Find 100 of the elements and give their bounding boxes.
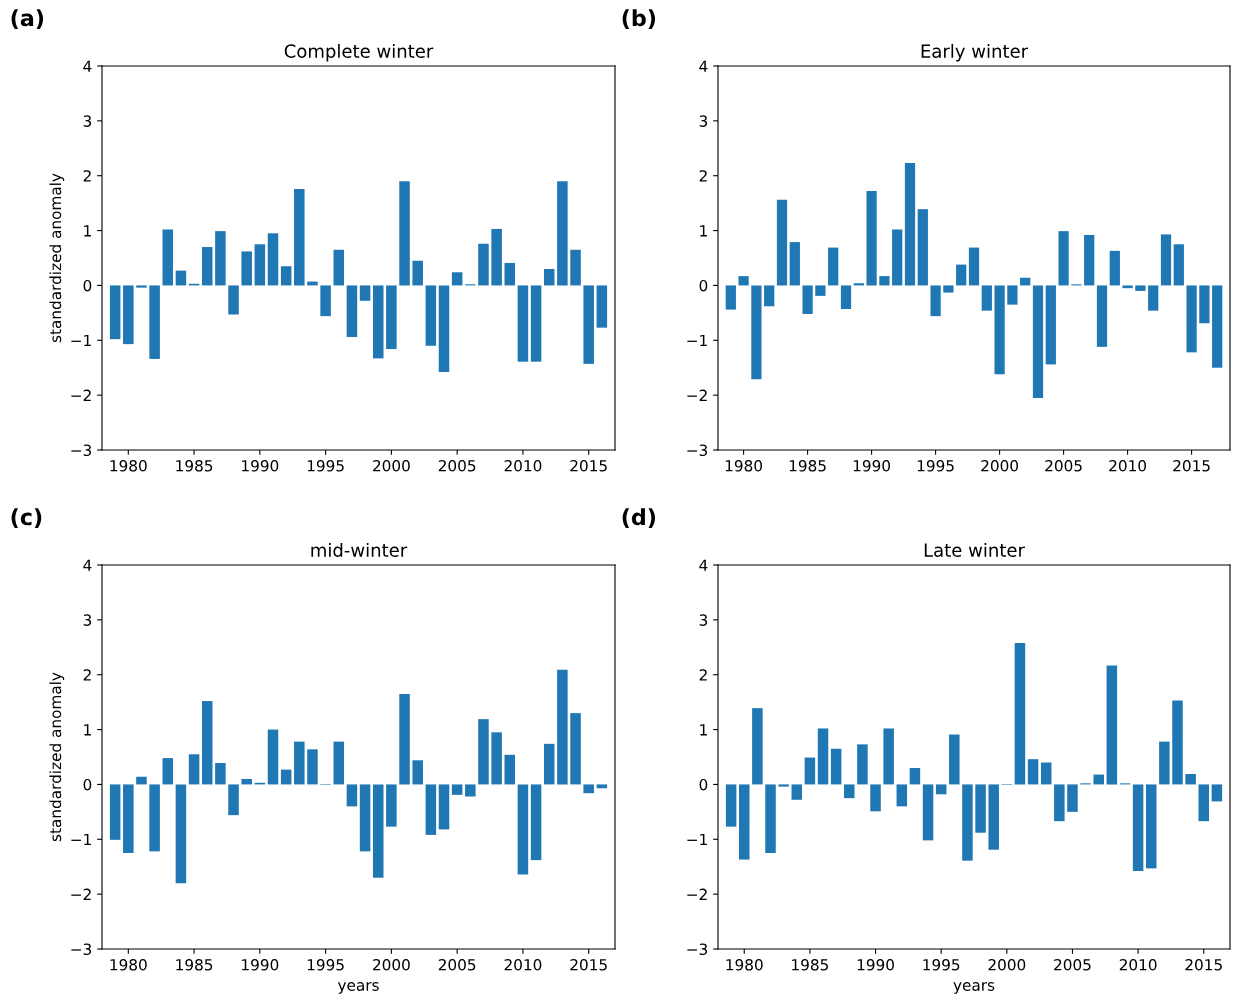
x-tick-label: 2010 — [504, 459, 542, 472]
bar — [1106, 665, 1118, 785]
bar — [1145, 784, 1157, 869]
x-tick-label: 2000 — [981, 459, 1019, 472]
bar — [930, 285, 941, 317]
bar — [517, 784, 529, 875]
x-tick-label: 1980 — [110, 958, 147, 971]
x-tick-label: 2005 — [1054, 958, 1091, 971]
bar — [478, 243, 489, 286]
bar — [228, 784, 239, 816]
bar — [765, 784, 776, 853]
x-tick-label: 2015 — [570, 958, 607, 971]
bar — [1132, 784, 1144, 872]
y-tick-label: −2 — [71, 888, 91, 900]
bar — [109, 784, 121, 840]
text: (d) — [622, 508, 656, 528]
bar — [465, 784, 476, 797]
bar — [504, 754, 516, 785]
bar — [175, 784, 187, 884]
bar — [981, 285, 992, 311]
y-tick-label: 2 — [699, 669, 707, 681]
bar — [583, 285, 594, 364]
bar — [1159, 741, 1170, 785]
bar — [909, 767, 921, 785]
x-tick-label: 2000 — [373, 958, 410, 971]
x-tick-label: 2010 — [1109, 459, 1147, 472]
bar — [778, 784, 789, 787]
bar — [1096, 285, 1108, 347]
bar — [175, 270, 187, 286]
bar — [751, 285, 762, 380]
x-tick-label: 2010 — [504, 958, 542, 971]
x-tick-label: 2010 — [1119, 958, 1157, 971]
bar — [201, 701, 213, 785]
x-tick-label: 1990 — [242, 958, 279, 971]
bar — [412, 760, 423, 785]
bar — [962, 784, 973, 861]
chart-title: Complete winter — [284, 43, 434, 62]
y-tick-label: 3 — [699, 115, 708, 127]
bar — [530, 285, 542, 362]
bar — [1160, 234, 1172, 286]
bar — [840, 285, 852, 310]
bar — [1185, 774, 1196, 785]
bar — [201, 247, 213, 286]
bar — [372, 784, 384, 878]
x-tick-label: 1990 — [853, 459, 891, 472]
bar — [241, 251, 252, 286]
bar — [149, 784, 160, 852]
y-tick-label: −2 — [687, 888, 707, 900]
bar — [764, 285, 775, 307]
bar — [1007, 285, 1018, 305]
y-tick-label: −3 — [71, 444, 92, 457]
bar — [438, 784, 450, 830]
bar — [883, 728, 894, 785]
bar — [294, 188, 305, 286]
x-tick-label: 1995 — [917, 459, 954, 472]
y-tick-label: 4 — [699, 559, 708, 571]
bar — [372, 285, 384, 359]
bar — [1186, 285, 1197, 353]
bar — [399, 693, 410, 785]
x-tick-label: 2000 — [988, 958, 1026, 971]
bar — [491, 228, 502, 286]
x-tick-label: 2015 — [570, 459, 607, 472]
x-tick-label: 2015 — [1173, 459, 1210, 472]
bar — [504, 262, 516, 286]
bar — [1045, 285, 1056, 365]
bar — [994, 285, 1005, 375]
bar — [975, 784, 986, 833]
y-tick-label: 3 — [83, 614, 92, 626]
bar — [557, 181, 568, 286]
y-tick-label: 1 — [700, 724, 707, 736]
x-tick-label: 2015 — [1185, 958, 1222, 971]
bar — [1198, 784, 1209, 822]
bar — [752, 708, 763, 785]
bar — [451, 272, 463, 286]
bar — [1173, 244, 1184, 286]
bar — [879, 276, 890, 286]
bar — [968, 247, 980, 286]
y-tick-label: 0 — [83, 778, 92, 791]
y-tick-label: −1 — [687, 833, 707, 846]
y-tick-label: −3 — [71, 943, 92, 956]
bar — [1027, 759, 1039, 785]
x-axis-title: years — [953, 982, 995, 994]
y-tick-label: 0 — [699, 279, 708, 292]
bar — [828, 247, 839, 286]
bar — [280, 266, 292, 286]
bar — [1109, 250, 1120, 286]
y-tick-label: 4 — [83, 559, 92, 571]
bar — [725, 784, 737, 827]
bar — [346, 285, 358, 337]
chart-title: Early winter — [921, 43, 1029, 62]
y-tick-label: −3 — [687, 943, 708, 956]
bar — [892, 229, 903, 286]
y-tick-label: −1 — [687, 334, 707, 347]
bar — [543, 268, 555, 286]
y-tick-label: 2 — [83, 170, 91, 182]
x-tick-label: 1985 — [176, 459, 213, 472]
bar — [596, 285, 608, 328]
bar — [817, 728, 829, 785]
bar — [267, 729, 279, 785]
bar — [1058, 231, 1069, 286]
